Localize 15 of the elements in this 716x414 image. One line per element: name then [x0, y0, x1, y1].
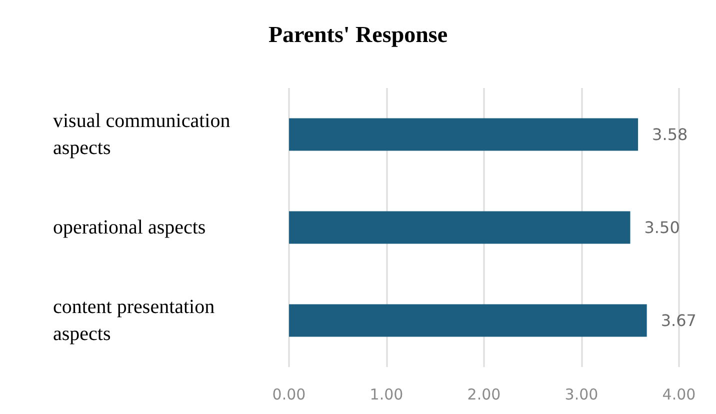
bar [289, 304, 647, 337]
bar [289, 118, 638, 151]
x-tick-label: 4.00 [662, 386, 696, 404]
x-tick-label: 2.00 [467, 386, 501, 404]
chart-title: Parents' Response [268, 22, 448, 47]
data-label: 3.67 [660, 311, 696, 330]
y-tick-label: visual communication aspects [53, 110, 236, 159]
data-label: 3.50 [644, 218, 680, 237]
y-tick-label: content presentation aspects [53, 296, 220, 345]
x-tick-label: 3.00 [564, 386, 598, 404]
data-label: 3.58 [652, 125, 688, 144]
y-tick-label: operational aspects [53, 216, 206, 238]
x-tick-label: 1.00 [370, 386, 404, 404]
x-tick-label: 0.00 [272, 386, 306, 404]
bar [289, 211, 630, 244]
